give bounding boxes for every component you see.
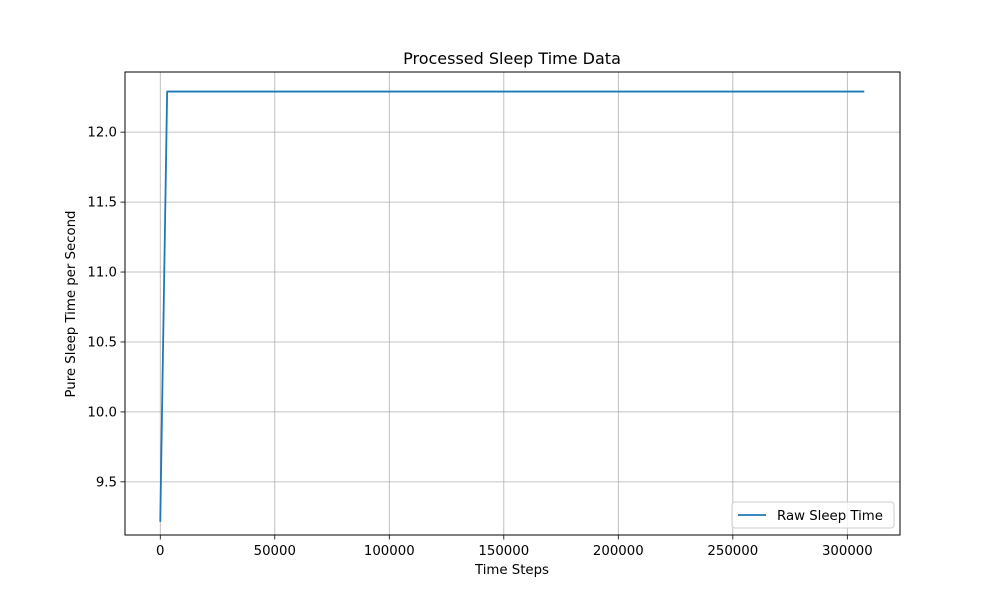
x-tick-label: 100000 (364, 544, 415, 559)
x-tick-label: 50000 (254, 544, 296, 559)
x-tick-label: 150000 (478, 544, 529, 559)
series-line-raw-sleep-time (159, 90, 865, 522)
y-axis-label: Pure Sleep Time per Second (64, 211, 79, 398)
chart-title: Processed Sleep Time Data (403, 49, 621, 68)
series-layer (159, 90, 865, 522)
x-tick-label: 0 (156, 544, 164, 559)
tick-layer: 0 50000 100000 150000 200000 250000 300000 9.5 1… (87, 126, 872, 559)
y-tick-label: 10.5 (87, 335, 117, 350)
x-tick-label: 200000 (593, 544, 644, 559)
legend-box (731, 501, 895, 529)
y-tick-label: 11.5 (87, 196, 117, 211)
y-tick-label: 9.5 (96, 475, 117, 490)
legend: Raw Sleep Time (731, 501, 895, 529)
grid-layer (125, 72, 900, 535)
y-tick-label: 12.0 (87, 126, 117, 141)
x-tick-label: 300000 (822, 544, 873, 559)
x-axis-label: Time Steps (474, 563, 549, 578)
legend-label-raw-sleep-time: Raw Sleep Time (777, 509, 883, 524)
y-tick-label: 10.0 (87, 405, 117, 420)
y-tick-label: 11.0 (87, 266, 117, 281)
plot-area-frame (124, 71, 901, 536)
x-tick-label: 250000 (707, 544, 758, 559)
